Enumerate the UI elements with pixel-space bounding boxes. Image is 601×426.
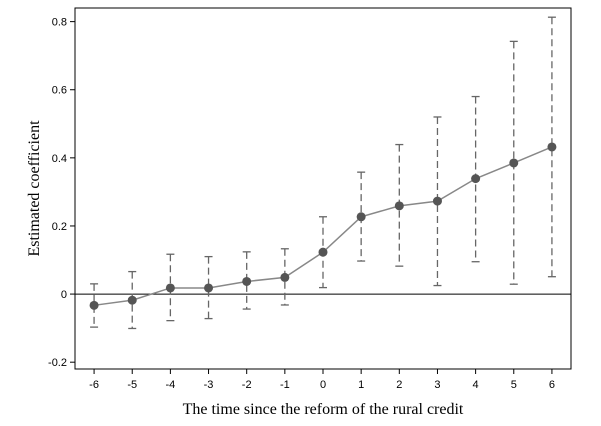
x-tick-label: 4 bbox=[473, 379, 479, 391]
x-tick-label: 5 bbox=[511, 379, 517, 391]
y-axis: -0.2 0 0.2 0.4 0.6 0.8 bbox=[48, 17, 75, 369]
error-bar bbox=[90, 283, 99, 328]
data-point bbox=[127, 295, 137, 305]
data-point bbox=[356, 212, 366, 222]
x-tick-label: -4 bbox=[165, 379, 175, 391]
data-point bbox=[471, 174, 481, 184]
x-tick-label: -6 bbox=[89, 379, 99, 391]
x-tick-label: 2 bbox=[396, 379, 402, 391]
data-point bbox=[432, 196, 442, 206]
series-points bbox=[89, 142, 557, 310]
y-tick-label: 0.8 bbox=[52, 17, 67, 29]
error-bar bbox=[547, 16, 556, 278]
data-point bbox=[165, 283, 175, 293]
data-point bbox=[242, 276, 252, 286]
data-point bbox=[394, 201, 404, 211]
x-tick-label: 1 bbox=[358, 379, 364, 391]
x-tick-label: 3 bbox=[434, 379, 440, 391]
x-tick-label: 0 bbox=[320, 379, 326, 391]
error-bar bbox=[204, 255, 213, 320]
data-point bbox=[547, 142, 557, 152]
x-tick-label: -3 bbox=[204, 379, 214, 391]
series-line bbox=[93, 146, 553, 307]
y-tick-label: 0.4 bbox=[52, 153, 67, 165]
error-bar bbox=[433, 116, 442, 287]
data-point bbox=[509, 158, 519, 168]
x-tick-label: -2 bbox=[242, 379, 252, 391]
x-tick-label: -1 bbox=[280, 379, 290, 391]
data-point bbox=[318, 247, 328, 257]
data-point bbox=[280, 272, 290, 282]
data-point bbox=[204, 283, 214, 293]
x-axis: -6 -5 -4 -3 -2 -1 0 1 2 3 4 5 6 bbox=[89, 369, 555, 391]
y-tick-label: -0.2 bbox=[48, 357, 67, 369]
confidence-intervals bbox=[90, 16, 556, 330]
plot-frame bbox=[74, 7, 572, 370]
data-point bbox=[89, 300, 99, 310]
x-tick-label: -5 bbox=[127, 379, 137, 391]
y-tick-label: 0.6 bbox=[52, 85, 67, 97]
y-tick-label: 0 bbox=[61, 289, 67, 301]
y-axis-title: Estimated coefficient bbox=[26, 120, 43, 257]
x-axis-title: The time since the reform of the rural c… bbox=[183, 401, 464, 418]
x-tick-label: 6 bbox=[549, 379, 555, 391]
y-tick-label: 0.2 bbox=[52, 221, 67, 233]
